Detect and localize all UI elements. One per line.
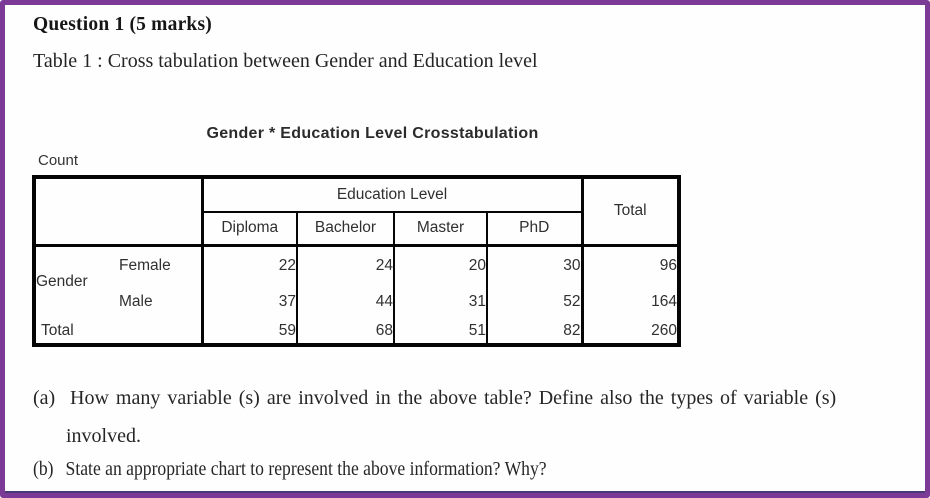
count-cell-male-bachelor: 44 [297,285,395,318]
question-a-marker: (a) [33,387,56,409]
total-row-label: Total [34,318,204,345]
question-b-text: State an appropriate chart to represent … [65,458,547,480]
table-row-total: Total 59 68 51 82 260 [34,318,679,345]
col-header-diploma: Diploma [202,212,298,247]
count-cell-female-bachelor: 24 [297,245,395,285]
total-cell-male: 164 [651,292,677,310]
count-cell-male-diploma: 37 [202,285,298,318]
education-level-group-header: Education Level [202,177,584,213]
question-b-marker: (b) [33,458,54,480]
count-cell-male-phd: 52 [487,285,584,318]
question-a-text: How many variable (s) are involved in th… [70,387,837,409]
total-cell-female: 96 [659,256,677,274]
count-cell-male-master: 31 [394,285,488,318]
gender-group-label: Gender [36,273,88,291]
crosstab-table-container: Education Level Total Diploma Bachelor M… [32,175,681,347]
count-cell-female-phd: 30 [487,245,584,285]
col-header-bachelor: Bachelor [297,212,395,247]
total-cell-diploma: 59 [202,318,298,345]
total-cell-phd: 82 [487,318,584,345]
crosstab-title: Gender * Education Level Crosstabulation [206,125,539,142]
question-a-line2: involved. [66,425,141,447]
total-column-header: Total [582,177,679,247]
corner-empty-cell [34,177,204,247]
table-caption: Table 1 : Cross tabulation between Gende… [33,50,538,72]
question-a-line1: (a) How many variable (s) are involved in… [33,387,836,410]
col-header-phd: PhD [487,212,584,247]
table-row-female: Gender Female 22 24 20 30 96 [34,245,679,290]
table-row-male: Male 37 44 31 52 164 [34,285,679,318]
crosstab-table: Education Level Total Diploma Bachelor M… [32,175,681,347]
col-header-master: Master [394,212,488,247]
count-label: Count [38,152,79,169]
count-cell-female-master: 20 [394,245,488,285]
total-cell-master: 51 [394,318,488,345]
count-cell-female-diploma: 22 [202,245,298,285]
total-cell-bachelor: 68 [297,318,395,345]
row-label-male: Male [119,285,204,318]
question-b-line: (b) State an appropriate chart to represe… [33,458,547,481]
row-label-female: Female [119,245,204,285]
question-title: Question 1 (5 marks) [33,14,212,35]
grand-total-cell: 260 [651,321,677,339]
